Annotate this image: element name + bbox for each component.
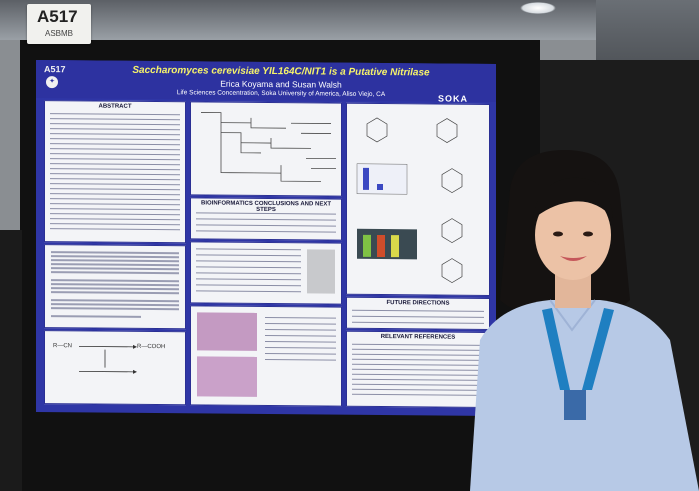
poster-header: A517 ✦ Saccharomyces cerevisiae YIL164C/… bbox=[36, 59, 496, 104]
booth-number-card: A517 ASBMB bbox=[27, 4, 91, 44]
culture-photo bbox=[307, 249, 335, 294]
poster-number: A517 bbox=[44, 64, 66, 75]
conclusions-heading: BIOINFORMATICS CONCLUSIONS AND NEXT STEP… bbox=[201, 200, 331, 214]
phylogenetic-tree bbox=[201, 112, 336, 182]
presenter bbox=[470, 150, 699, 491]
reaction-product: R—COOH bbox=[137, 343, 166, 351]
phylogeny-panel bbox=[190, 101, 342, 197]
research-poster: A517 ✦ Saccharomyces cerevisiae YIL164C/… bbox=[36, 59, 496, 417]
poster-affiliation: Life Sciences Concentration, Soka Univer… bbox=[176, 89, 386, 99]
future-panel: FUTURE DIRECTIONS bbox=[346, 296, 490, 330]
badge-clip bbox=[564, 390, 586, 420]
poster-title: Saccharomyces cerevisiae YIL164C/NIT1 is… bbox=[132, 64, 430, 79]
reaction-substrate: R—CN bbox=[53, 343, 72, 350]
university-seal-icon: ✦ bbox=[46, 76, 58, 89]
chemical-structures bbox=[356, 117, 463, 284]
alignment-panel bbox=[44, 244, 186, 330]
booth-number: A517 bbox=[37, 7, 78, 26]
sequence-alignment bbox=[51, 251, 179, 318]
eye bbox=[583, 231, 593, 237]
lanyard bbox=[542, 308, 570, 390]
abstract-panel: ABSTRACT bbox=[44, 100, 186, 244]
ceiling bbox=[0, 0, 699, 40]
conclusions-panel: BIOINFORMATICS CONCLUSIONS AND NEXT STEP… bbox=[190, 197, 342, 241]
abstract-heading: ABSTRACT bbox=[98, 103, 132, 110]
references-panel: RELEVANT REFERENCES bbox=[346, 330, 490, 408]
gel-image bbox=[197, 356, 257, 397]
ceiling-light bbox=[520, 2, 556, 14]
smile bbox=[560, 256, 587, 261]
methods-panel bbox=[190, 241, 342, 305]
reaction-panel: R—CN R—COOH bbox=[44, 330, 186, 406]
booth-org: ASBMB bbox=[45, 29, 74, 38]
face bbox=[535, 190, 611, 280]
poster-brand: SOKA bbox=[438, 93, 469, 104]
gel-image bbox=[197, 312, 257, 351]
board-frame bbox=[0, 230, 22, 491]
lanyard bbox=[582, 308, 614, 390]
reaction-arrows bbox=[79, 344, 137, 374]
gel-panel bbox=[190, 305, 342, 407]
bangs bbox=[532, 177, 613, 220]
eye bbox=[553, 231, 563, 237]
future-heading: FUTURE DIRECTIONS bbox=[386, 300, 450, 307]
references-heading: RELEVANT REFERENCES bbox=[380, 334, 456, 341]
assay-panel bbox=[346, 102, 490, 296]
